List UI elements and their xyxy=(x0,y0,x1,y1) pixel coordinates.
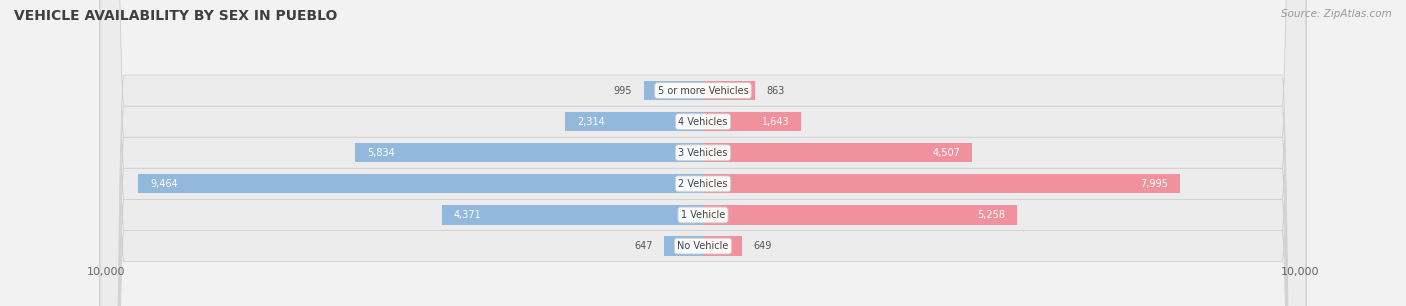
Bar xyxy=(565,112,703,131)
Bar xyxy=(703,237,742,256)
Bar xyxy=(703,81,755,100)
Text: 1,643: 1,643 xyxy=(762,117,789,127)
FancyBboxPatch shape xyxy=(100,0,1306,306)
Text: 2,314: 2,314 xyxy=(576,117,605,127)
Text: 3 Vehicles: 3 Vehicles xyxy=(678,148,728,158)
Text: 4,507: 4,507 xyxy=(932,148,960,158)
Bar xyxy=(703,112,801,131)
Bar xyxy=(138,174,703,193)
FancyBboxPatch shape xyxy=(100,0,1306,306)
Text: No Vehicle: No Vehicle xyxy=(678,241,728,251)
Text: 9,464: 9,464 xyxy=(150,179,177,189)
FancyBboxPatch shape xyxy=(100,0,1306,306)
FancyBboxPatch shape xyxy=(100,0,1306,306)
FancyBboxPatch shape xyxy=(100,0,1306,306)
Bar xyxy=(703,174,1180,193)
Text: 4 Vehicles: 4 Vehicles xyxy=(678,117,728,127)
Text: 5,834: 5,834 xyxy=(367,148,395,158)
Text: 2 Vehicles: 2 Vehicles xyxy=(678,179,728,189)
FancyBboxPatch shape xyxy=(100,0,1306,306)
Bar xyxy=(703,205,1017,225)
Text: 5 or more Vehicles: 5 or more Vehicles xyxy=(658,86,748,95)
Text: Source: ZipAtlas.com: Source: ZipAtlas.com xyxy=(1281,9,1392,19)
Bar xyxy=(703,143,972,162)
Text: 649: 649 xyxy=(754,241,772,251)
Bar xyxy=(441,205,703,225)
Text: VEHICLE AVAILABILITY BY SEX IN PUEBLO: VEHICLE AVAILABILITY BY SEX IN PUEBLO xyxy=(14,9,337,23)
Bar xyxy=(354,143,703,162)
Text: 647: 647 xyxy=(634,241,652,251)
Text: 4,371: 4,371 xyxy=(454,210,482,220)
Text: 863: 863 xyxy=(766,86,785,95)
Text: 1 Vehicle: 1 Vehicle xyxy=(681,210,725,220)
Text: 995: 995 xyxy=(613,86,631,95)
Bar xyxy=(644,81,703,100)
Text: 7,995: 7,995 xyxy=(1140,179,1168,189)
Bar xyxy=(665,237,703,256)
Text: 5,258: 5,258 xyxy=(977,210,1005,220)
